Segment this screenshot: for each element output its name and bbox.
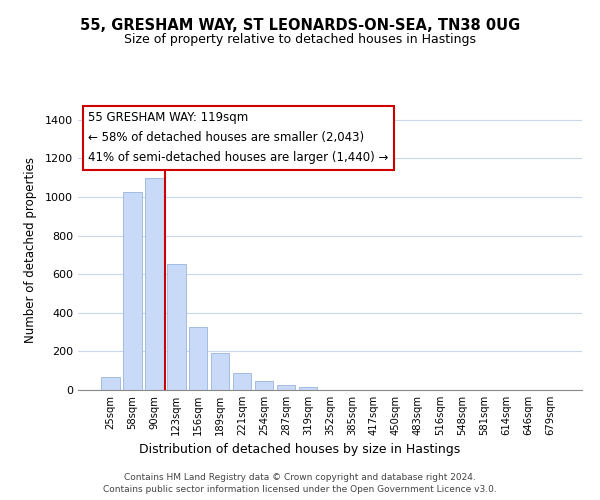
Bar: [123, 192, 142, 390]
Bar: [211, 354, 229, 390]
Text: Size of property relative to detached houses in Hastings: Size of property relative to detached ho…: [124, 32, 476, 46]
Bar: [167, 264, 185, 390]
Bar: [233, 372, 251, 390]
Text: Contains public sector information licensed under the Open Government Licence v3: Contains public sector information licen…: [103, 485, 497, 494]
Text: 55, GRESHAM WAY, ST LEONARDS-ON-SEA, TN38 0UG: 55, GRESHAM WAY, ST LEONARDS-ON-SEA, TN3…: [80, 18, 520, 32]
Y-axis label: Number of detached properties: Number of detached properties: [23, 157, 37, 343]
Text: 55 GRESHAM WAY: 119sqm
← 58% of detached houses are smaller (2,043)
41% of semi-: 55 GRESHAM WAY: 119sqm ← 58% of detached…: [88, 112, 388, 164]
Bar: [101, 378, 119, 390]
Bar: [145, 178, 164, 390]
Bar: [277, 385, 295, 390]
Text: Contains HM Land Registry data © Crown copyright and database right 2024.: Contains HM Land Registry data © Crown c…: [124, 472, 476, 482]
Bar: [189, 327, 208, 390]
Text: Distribution of detached houses by size in Hastings: Distribution of detached houses by size …: [139, 442, 461, 456]
Bar: [255, 380, 274, 390]
Bar: [299, 386, 317, 390]
